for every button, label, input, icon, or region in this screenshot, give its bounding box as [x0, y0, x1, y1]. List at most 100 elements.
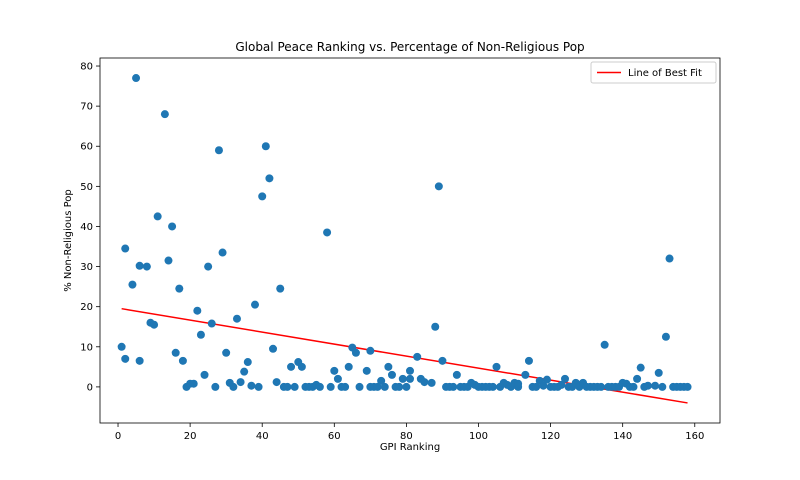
- data-point: [171, 348, 180, 357]
- data-point: [218, 248, 227, 257]
- data-point: [135, 261, 144, 270]
- data-point: [406, 374, 414, 383]
- data-point: [380, 382, 389, 391]
- data-point: [211, 382, 220, 391]
- x-tick-label: 60: [328, 431, 341, 442]
- plot-frame: [99, 57, 721, 424]
- data-point: [387, 370, 396, 379]
- data-point: [121, 244, 130, 253]
- data-point: [254, 382, 263, 391]
- data-point: [290, 382, 299, 391]
- data-point: [654, 368, 663, 377]
- data-point: [222, 348, 231, 357]
- data-point: [251, 300, 259, 309]
- y-tick-label: 80: [80, 62, 93, 73]
- data-point: [243, 358, 252, 367]
- data-point: [395, 382, 404, 391]
- data-point: [261, 142, 270, 151]
- data-point: [344, 362, 353, 371]
- data-point: [272, 378, 281, 387]
- data-point: [420, 378, 429, 387]
- x-axis-label: GPI Ranking: [380, 442, 440, 453]
- data-point: [196, 330, 205, 339]
- data-point: [265, 174, 274, 183]
- data-point: [117, 342, 126, 351]
- data-point: [377, 376, 386, 385]
- data-point: [633, 374, 642, 383]
- data-point: [269, 344, 278, 353]
- y-tick-label: 60: [80, 142, 93, 153]
- data-point: [200, 370, 209, 379]
- data-point: [492, 362, 501, 371]
- data-point: [597, 382, 606, 391]
- data-point: [142, 262, 151, 271]
- legend-label: Line of Best Fit: [628, 68, 702, 79]
- data-point: [683, 382, 692, 391]
- data-point: [333, 374, 342, 383]
- x-tick-label: 120: [541, 431, 560, 442]
- data-point: [438, 356, 447, 365]
- y-tick-label: 0: [87, 382, 93, 393]
- x-tick-label: 140: [613, 431, 632, 442]
- data-point: [258, 192, 267, 201]
- plot-area: [99, 57, 721, 424]
- data-point: [247, 381, 256, 390]
- data-point: [651, 381, 660, 390]
- data-point: [323, 228, 332, 237]
- data-point: [452, 370, 461, 379]
- data-point: [287, 362, 296, 371]
- legend-box: [590, 61, 717, 84]
- data-point: [362, 366, 371, 375]
- data-point: [373, 382, 382, 391]
- data-point: [427, 378, 436, 387]
- data-point: [283, 382, 292, 391]
- data-point: [240, 367, 249, 376]
- data-point: [178, 356, 187, 365]
- data-point: [189, 379, 198, 388]
- data-point: [232, 314, 241, 323]
- data-point: [276, 284, 285, 293]
- x-tick-label: 80: [400, 431, 413, 442]
- data-point: [341, 382, 350, 391]
- y-tick-label: 70: [80, 102, 93, 113]
- data-point: [431, 322, 440, 331]
- x-tick-label: 40: [256, 431, 269, 442]
- data-point: [542, 375, 551, 384]
- data-point: [449, 382, 458, 391]
- y-tick-label: 10: [80, 342, 93, 353]
- data-point: [135, 356, 144, 365]
- y-tick-label: 50: [80, 182, 93, 193]
- scatter-points: [117, 74, 692, 391]
- data-point: [229, 382, 238, 391]
- y-tick-label: 20: [80, 302, 93, 313]
- data-point: [532, 382, 541, 391]
- data-point: [384, 362, 393, 371]
- data-point: [402, 382, 411, 391]
- data-point: [661, 332, 670, 341]
- data-point: [557, 380, 566, 389]
- data-point: [524, 356, 533, 365]
- y-axis: 0 10 20 30 40 50 60 70 80: [80, 62, 100, 393]
- data-point: [121, 354, 130, 363]
- data-point: [514, 379, 523, 388]
- data-point: [539, 381, 548, 390]
- data-point: [236, 378, 245, 387]
- data-point: [658, 382, 667, 391]
- x-tick-label: 100: [469, 431, 488, 442]
- data-point: [366, 346, 375, 355]
- data-point: [643, 381, 652, 390]
- data-point: [315, 382, 324, 391]
- y-tick-label: 30: [80, 262, 93, 273]
- data-point: [600, 340, 609, 349]
- data-point: [193, 306, 202, 315]
- x-tick-label: 20: [184, 431, 197, 442]
- data-point: [636, 363, 645, 372]
- data-point: [175, 284, 184, 293]
- data-point: [150, 320, 159, 329]
- chart-title: Global Peace Ranking vs. Percentage of N…: [235, 40, 584, 54]
- data-point: [488, 382, 497, 391]
- data-point: [214, 146, 223, 155]
- data-point: [330, 366, 339, 375]
- x-axis: 0 20 40 60 80 100 120 140 160: [115, 423, 704, 442]
